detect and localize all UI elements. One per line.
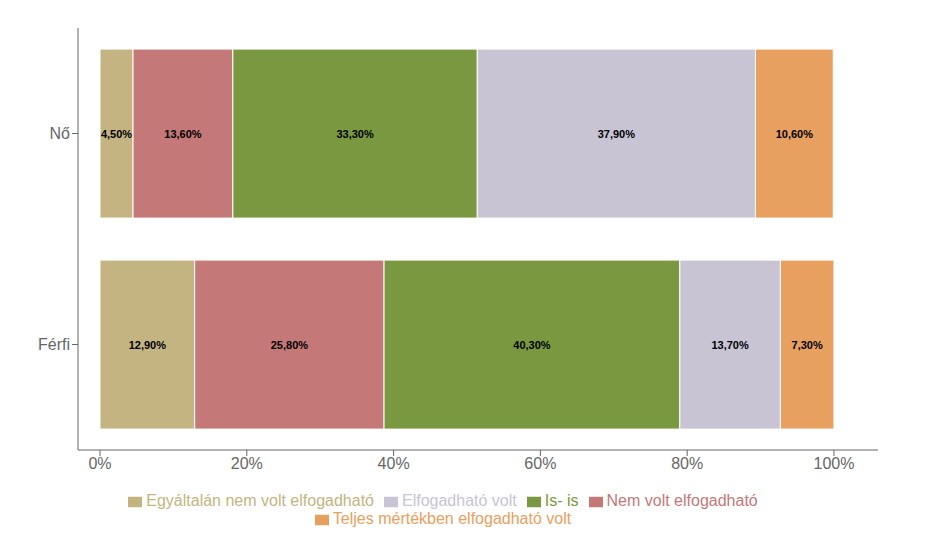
svg-text:13,70%: 13,70% [711,339,749,351]
svg-text:40%: 40% [378,455,410,472]
svg-text:60%: 60% [524,455,556,472]
svg-text:25,80%: 25,80% [271,339,309,351]
html-text:Egyáltalán nem volt elfogadhat: Egyáltalán nem volt elfogadható [146,492,374,509]
svg-text:7,30%: 7,30% [792,339,823,351]
svg-text:Nő: Nő [50,125,71,142]
svg-text:37,90%: 37,90% [598,128,636,140]
html-text:Teljes mértékben elfogadható v: Teljes mértékben elfogadható volt [332,510,572,527]
svg-text:80%: 80% [671,455,703,472]
svg-text:100%: 100% [814,455,855,472]
svg-text:12,90%: 12,90% [129,339,167,351]
svg-text:Férfi: Férfi [38,336,70,353]
html-text:Is- is: Is- is [544,492,579,509]
svg-text:0%: 0% [88,455,111,472]
html-text:Nem volt elfogadható: Nem volt elfogadható [606,492,758,509]
svg-text:4,50%: 4,50% [101,128,132,140]
html-text:Elfogadható volt: Elfogadható volt [402,492,517,509]
svg-text:40,30%: 40,30% [513,339,551,351]
svg-text:33,30%: 33,30% [336,128,374,140]
svg-text:13,60%: 13,60% [164,128,202,140]
svg-text:20%: 20% [231,455,263,472]
svg-text:10,60%: 10,60% [776,128,814,140]
